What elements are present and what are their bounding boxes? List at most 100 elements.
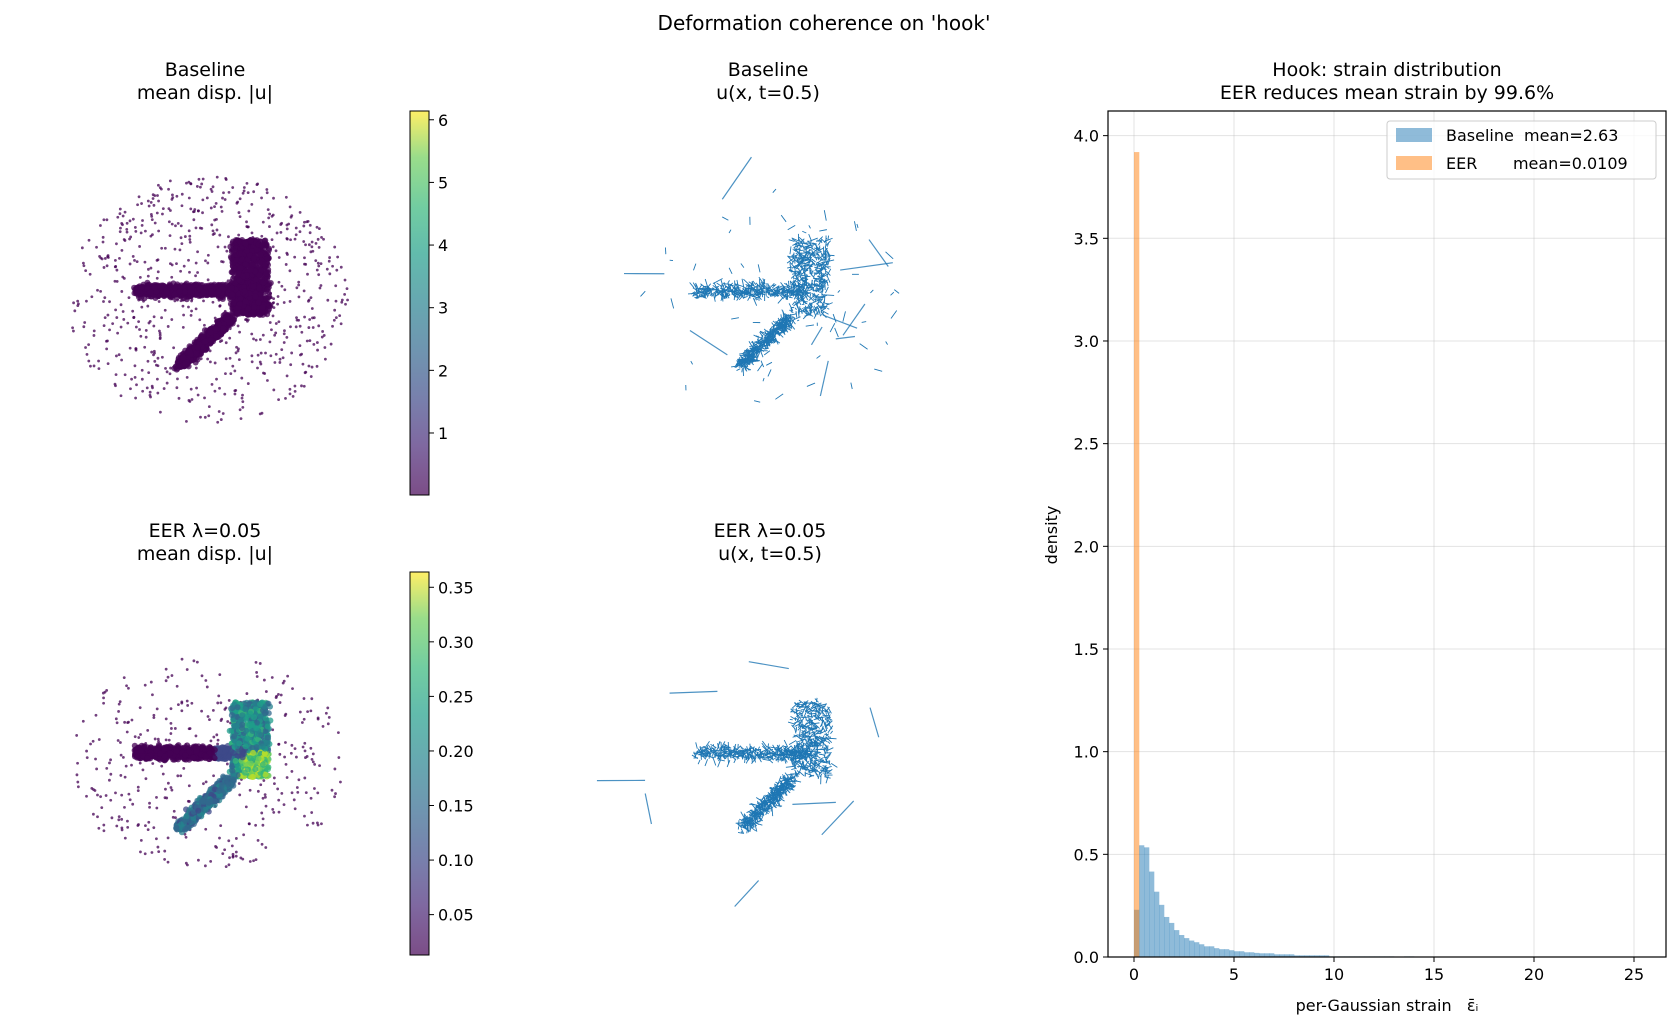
scatter-point: [144, 335, 148, 339]
scatter-point: [170, 275, 174, 279]
scatter-point: [224, 372, 227, 376]
scatter-point: [114, 373, 118, 377]
scatter-point: [236, 324, 240, 328]
scatter-point: [119, 774, 123, 777]
scatter-point: [168, 372, 172, 376]
scatter-point: [119, 753, 123, 757]
scatter-point: [298, 324, 302, 328]
scatter-point: [83, 321, 87, 324]
scatter-point: [103, 316, 107, 320]
scatter-point: [162, 387, 166, 390]
scatter-point: [310, 811, 314, 814]
scatter-point: [155, 377, 159, 381]
scatter-point: [151, 284, 158, 291]
scatter-point: [213, 205, 216, 208]
scatter-point: [213, 232, 216, 235]
scatter-point: [289, 238, 292, 242]
scatter-point: [303, 776, 307, 780]
scatter-point: [234, 854, 238, 858]
scatter-point: [323, 357, 327, 361]
scatter-point: [264, 286, 271, 293]
scatter-point: [203, 864, 207, 868]
scatter-point: [118, 257, 121, 260]
scatter-point: [289, 751, 293, 755]
scatter-point: [239, 417, 243, 421]
scatter-point: [310, 365, 314, 369]
scatter-point: [250, 283, 257, 290]
scatter-point: [333, 308, 337, 312]
scatter-point: [166, 860, 170, 864]
scatter-point: [223, 245, 227, 249]
scatter-point: [92, 329, 96, 333]
scatter-point: [237, 265, 244, 272]
scatter-point: [293, 237, 297, 241]
scatter-point: [311, 760, 315, 764]
scatter-point: [187, 180, 191, 184]
scatter-point: [227, 699, 231, 702]
scatter-point: [338, 314, 342, 317]
scatter-point: [310, 245, 314, 249]
scatter-point: [241, 857, 245, 861]
scatter-point: [194, 226, 198, 230]
scatter-point: [138, 284, 145, 291]
scatter-point: [195, 185, 199, 188]
scatter-point: [156, 270, 160, 274]
scatter-point: [189, 313, 193, 317]
scatter-point: [339, 780, 342, 784]
scatter-point: [283, 755, 286, 759]
scatter-point: [207, 405, 211, 409]
scatter-point: [262, 779, 266, 782]
scatter-point: [284, 396, 287, 400]
scatter-point: [102, 696, 105, 700]
scatter-point: [169, 262, 172, 266]
scatter-point: [141, 768, 145, 772]
scatter-point: [259, 362, 263, 366]
scatter-point: [126, 321, 130, 325]
scatter-point: [138, 761, 142, 765]
scatter-point: [242, 186, 246, 189]
scatter-point: [271, 245, 275, 249]
scatter-point: [304, 791, 308, 795]
scatter-point: [240, 376, 244, 380]
scatter-point: [131, 255, 135, 258]
scatter-point: [182, 313, 186, 317]
scatter-point: [203, 415, 207, 419]
scatter-point: [245, 220, 248, 224]
scatter-point: [302, 289, 306, 293]
scatter-point: [216, 245, 220, 249]
scatter-point: [155, 211, 159, 215]
scatter-point: [165, 370, 169, 374]
scatter-point: [75, 773, 79, 777]
scatter-point: [76, 780, 80, 784]
scatter-point: [76, 299, 80, 303]
scatter-point: [125, 221, 129, 225]
scatter-point: [171, 291, 178, 298]
scatter-point: [118, 700, 122, 704]
scatter-point: [122, 318, 126, 321]
scatter-point: [188, 240, 192, 244]
scatter-point: [174, 224, 177, 228]
scatter-point: [140, 202, 143, 205]
scatter-point: [264, 804, 268, 808]
scatter-point: [149, 395, 152, 399]
scatter-point: [189, 387, 193, 391]
scatter-point: [108, 761, 111, 765]
scatter-point: [150, 851, 154, 854]
scatter-point: [250, 360, 254, 364]
scatter-point: [215, 288, 222, 295]
scatter-point: [264, 351, 267, 355]
scatter-point: [335, 268, 339, 272]
scatter-point: [155, 276, 159, 280]
scatter-point: [179, 269, 182, 273]
scatter-point: [327, 259, 331, 263]
scatter-point: [224, 341, 228, 345]
scatter-point: [185, 668, 189, 671]
scatter-point: [250, 202, 254, 206]
scatter-point: [196, 271, 199, 274]
scatter-point: [277, 398, 280, 402]
scatter-point: [82, 325, 86, 329]
scatter-point: [290, 770, 294, 773]
scatter-point: [317, 245, 321, 249]
scatter-point: [306, 710, 310, 714]
scatter-point: [88, 272, 92, 276]
